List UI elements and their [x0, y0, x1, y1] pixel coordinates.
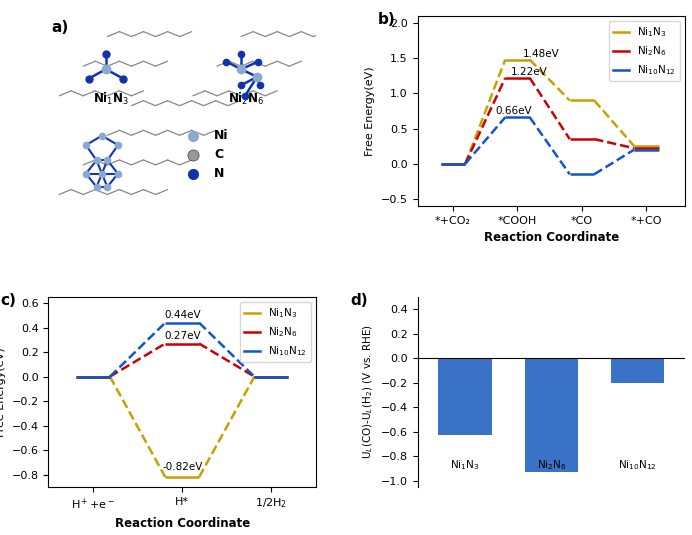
Text: 0.66eV: 0.66eV	[495, 106, 531, 117]
X-axis label: Reaction Coordinate: Reaction Coordinate	[484, 231, 619, 244]
Text: b): b)	[377, 12, 395, 27]
Text: N: N	[215, 167, 225, 180]
Text: c): c)	[0, 293, 16, 308]
Text: Ni: Ni	[215, 129, 229, 142]
Legend: Ni$_1$N$_3$, Ni$_2$N$_6$, Ni$_{10}$N$_{12}$: Ni$_1$N$_3$, Ni$_2$N$_6$, Ni$_{10}$N$_{1…	[609, 21, 680, 81]
Legend: Ni$_1$N$_3$, Ni$_2$N$_6$, Ni$_{10}$N$_{12}$: Ni$_1$N$_3$, Ni$_2$N$_6$, Ni$_{10}$N$_{1…	[240, 302, 311, 362]
Text: Ni$_1$N$_3$: Ni$_1$N$_3$	[93, 90, 129, 106]
Text: 0.44eV: 0.44eV	[164, 310, 201, 320]
Text: 1.22eV: 1.22eV	[511, 67, 548, 77]
Y-axis label: Free Energy(eV): Free Energy(eV)	[365, 66, 375, 156]
Text: 1.48eV: 1.48eV	[522, 49, 559, 59]
Text: Ni$_2$N$_6$: Ni$_2$N$_6$	[228, 90, 264, 106]
Text: Ni$_{10}$N$_{12}$: Ni$_{10}$N$_{12}$	[619, 458, 657, 472]
Text: Ni$_1$N$_3$: Ni$_1$N$_3$	[450, 458, 480, 472]
Text: 0.27eV: 0.27eV	[164, 331, 201, 341]
Bar	[611, 358, 664, 383]
Bar	[525, 358, 578, 472]
Text: d): d)	[351, 293, 368, 308]
Text: Ni$_2$N$_6$: Ni$_2$N$_6$	[536, 458, 566, 472]
Bar	[438, 358, 492, 435]
Text: -0.82eV: -0.82eV	[162, 462, 202, 472]
Text: a): a)	[51, 20, 69, 35]
X-axis label: Reaction Coordinate: Reaction Coordinate	[115, 517, 250, 530]
Text: C: C	[215, 148, 224, 161]
Y-axis label: U$_L$(CO)-U$_L$(H$_2$) (V vs. RHE): U$_L$(CO)-U$_L$(H$_2$) (V vs. RHE)	[362, 325, 375, 460]
Y-axis label: Free Energy(eV): Free Energy(eV)	[0, 347, 6, 437]
